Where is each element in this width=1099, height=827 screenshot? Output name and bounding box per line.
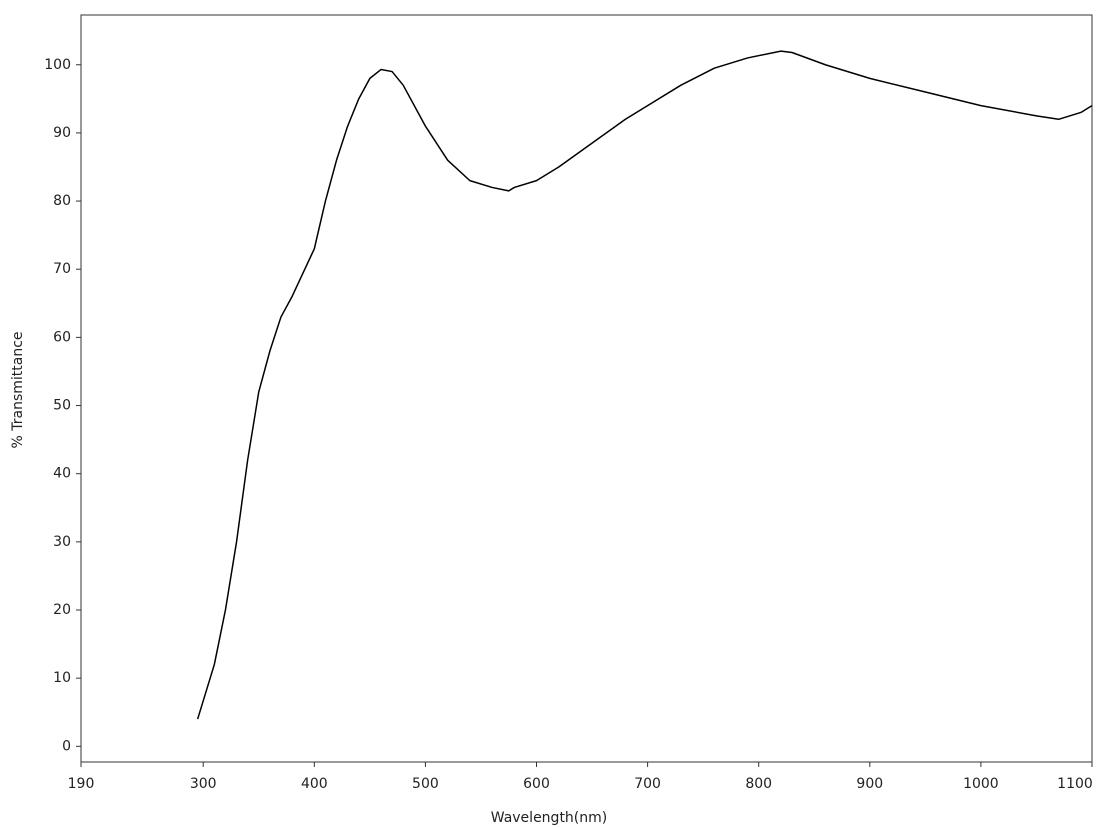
spectrum-line — [198, 51, 1092, 719]
x-tick-label: 300 — [190, 776, 217, 792]
y-tick-label: 90 — [53, 125, 71, 141]
y-tick-label: 10 — [53, 670, 71, 686]
y-tick-label: 30 — [53, 534, 71, 550]
y-tick-label: 40 — [53, 466, 71, 482]
y-tick-label: 0 — [62, 738, 71, 754]
plot-frame — [81, 15, 1092, 762]
x-tick-label: 190 — [68, 776, 95, 792]
x-tick-label: 600 — [523, 776, 550, 792]
x-tick-label: 700 — [634, 776, 661, 792]
x-tick-label: 1000 — [963, 776, 999, 792]
y-tick-label: 60 — [53, 329, 71, 345]
y-tick-label: 50 — [53, 398, 71, 414]
y-tick-label: 100 — [44, 57, 71, 73]
x-axis-label: Wavelength(nm) — [491, 810, 607, 826]
x-tick-label: 800 — [745, 776, 772, 792]
x-tick-label: 900 — [856, 776, 883, 792]
x-tick-label: 1100 — [1057, 776, 1093, 792]
x-tick-label: 400 — [301, 776, 328, 792]
y-axis-label: % Transmittance — [10, 331, 26, 448]
y-tick-label: 80 — [53, 193, 71, 209]
y-tick-label: 20 — [53, 602, 71, 618]
x-tick-label: 500 — [412, 776, 439, 792]
chart: Wavelength(nm) % Transmittance 0 10 20 30 40… — [0, 0, 1099, 827]
y-tick-label: 70 — [53, 261, 71, 277]
